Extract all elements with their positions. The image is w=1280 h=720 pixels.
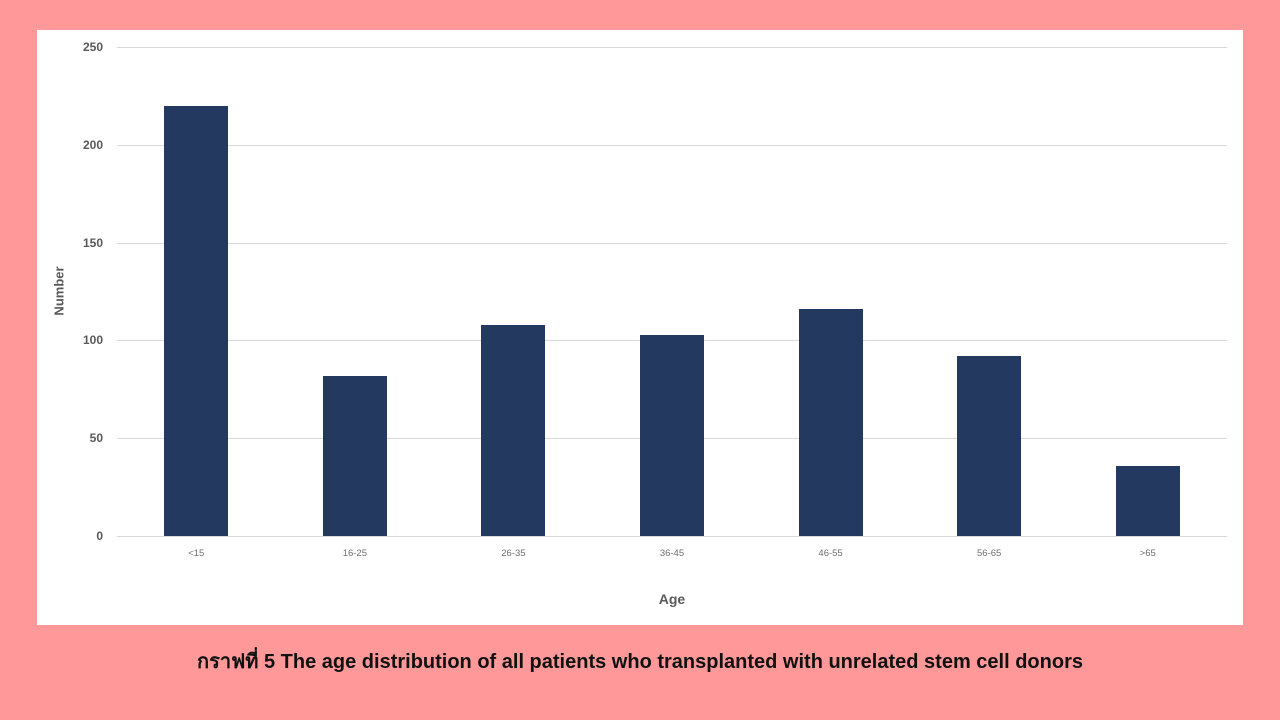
y-tick-label: 250 (82, 40, 103, 54)
figure-caption: กราฟที่ 5 The age distribution of all pa… (197, 651, 1083, 673)
y-tick-label: 100 (82, 333, 103, 348)
gridline (117, 47, 1227, 48)
y-tick-label: 0 (96, 529, 103, 543)
x-axis-title: Age (658, 591, 686, 607)
x-tick-label: 16-25 (342, 548, 367, 559)
bar-<15 (164, 105, 229, 536)
bar->65 (1115, 465, 1180, 536)
y-tick-label: 150 (82, 235, 103, 250)
y-tick-label: 50 (89, 431, 103, 446)
chart-panel: Number 0 50 100 150 200 250 <15 16-25 26-35 36-45… (37, 30, 1243, 625)
plot-area: 0 50 100 150 200 250 <15 16-25 26-35 36-45 46-55 56… (83, 40, 1227, 559)
x-tick-label: 36-45 (659, 548, 685, 559)
gridline (117, 536, 1227, 537)
bar-16-25 (322, 375, 387, 536)
gridline (117, 144, 1227, 146)
x-tick-label: 46-55 (818, 548, 843, 559)
y-tick-label: 200 (82, 137, 103, 152)
bar-56-65 (957, 356, 1022, 536)
y-axis-title: Number (51, 266, 67, 316)
gridline (117, 242, 1227, 244)
x-tick-label: 26-35 (501, 548, 526, 559)
bar-46-55 (798, 309, 863, 536)
x-tick-label: 56-65 (976, 548, 1002, 559)
x-tick-label: >65 (1139, 548, 1156, 559)
bar-26-35 (481, 324, 546, 536)
bar-36-45 (640, 334, 704, 536)
x-tick-label: <15 (188, 548, 205, 559)
